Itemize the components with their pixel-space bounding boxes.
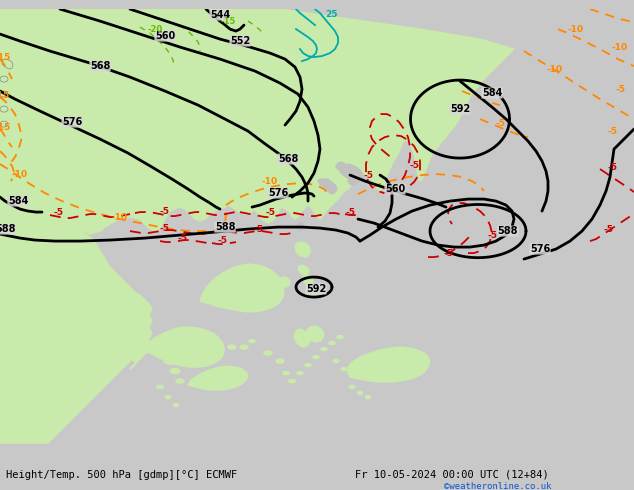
- Polygon shape: [302, 275, 313, 285]
- Ellipse shape: [333, 360, 339, 363]
- Text: ©weatheronline.co.uk: ©weatheronline.co.uk: [444, 482, 552, 490]
- Text: 25: 25: [326, 10, 339, 19]
- Text: -5: -5: [443, 248, 453, 258]
- Text: 552: 552: [230, 36, 250, 46]
- Ellipse shape: [321, 347, 327, 350]
- Ellipse shape: [358, 392, 363, 394]
- Polygon shape: [348, 347, 430, 382]
- Polygon shape: [294, 329, 310, 347]
- Polygon shape: [0, 9, 514, 239]
- Ellipse shape: [176, 379, 184, 383]
- Ellipse shape: [283, 371, 290, 374]
- Text: -5: -5: [160, 223, 170, 233]
- Text: -5: -5: [495, 119, 505, 127]
- Text: -5: -5: [217, 236, 227, 245]
- Text: 576: 576: [62, 117, 82, 127]
- Text: 544: 544: [210, 10, 230, 20]
- Bar: [0, 444, 634, 480]
- Text: -5: -5: [409, 161, 419, 170]
- Ellipse shape: [341, 368, 347, 370]
- Text: -5: -5: [160, 207, 170, 216]
- Ellipse shape: [329, 342, 335, 344]
- Text: -5: -5: [177, 234, 187, 243]
- Polygon shape: [318, 179, 337, 194]
- Polygon shape: [295, 242, 310, 257]
- Ellipse shape: [157, 386, 164, 389]
- Polygon shape: [276, 277, 290, 287]
- Text: 568: 568: [278, 154, 298, 164]
- Text: 568: 568: [90, 61, 110, 71]
- Ellipse shape: [337, 336, 343, 339]
- Ellipse shape: [164, 358, 176, 364]
- Polygon shape: [200, 264, 284, 312]
- Ellipse shape: [249, 340, 255, 343]
- Polygon shape: [307, 326, 324, 342]
- Text: -10: -10: [112, 213, 128, 221]
- Ellipse shape: [170, 368, 180, 373]
- Polygon shape: [188, 366, 248, 390]
- Polygon shape: [336, 162, 346, 170]
- Text: -5: -5: [607, 126, 617, 136]
- Ellipse shape: [165, 395, 171, 398]
- Text: 560: 560: [155, 31, 175, 41]
- Ellipse shape: [305, 364, 311, 367]
- Text: 560: 560: [385, 184, 405, 194]
- Ellipse shape: [174, 404, 179, 407]
- Text: -5: -5: [265, 208, 275, 217]
- Text: -15: -15: [0, 91, 10, 99]
- Text: -5: -5: [345, 208, 355, 217]
- Text: -10: -10: [568, 24, 584, 34]
- Text: 588: 588: [498, 226, 518, 236]
- Text: 584: 584: [8, 196, 28, 206]
- Text: -5: -5: [363, 171, 373, 179]
- Text: -5: -5: [488, 231, 498, 240]
- Text: 592: 592: [450, 104, 470, 114]
- Text: Height/Temp. 500 hPa [gdmp][°C] ECMWF: Height/Temp. 500 hPa [gdmp][°C] ECMWF: [6, 470, 238, 480]
- Text: -10: -10: [547, 65, 563, 74]
- Polygon shape: [296, 222, 304, 230]
- Text: -15: -15: [0, 122, 11, 132]
- Ellipse shape: [365, 395, 370, 398]
- Ellipse shape: [228, 345, 236, 349]
- Ellipse shape: [313, 356, 319, 359]
- Polygon shape: [306, 287, 317, 297]
- Text: -20: -20: [147, 24, 163, 34]
- Polygon shape: [0, 217, 140, 449]
- Text: -5: -5: [603, 224, 613, 234]
- Polygon shape: [105, 294, 152, 369]
- Text: 588: 588: [0, 224, 15, 234]
- Text: -10: -10: [262, 176, 278, 186]
- Text: -5: -5: [53, 208, 63, 217]
- Text: 584: 584: [482, 88, 502, 98]
- Ellipse shape: [240, 345, 248, 349]
- Polygon shape: [348, 177, 357, 185]
- Polygon shape: [298, 265, 309, 275]
- Text: -10: -10: [12, 170, 28, 178]
- Ellipse shape: [297, 371, 303, 374]
- Text: 588: 588: [215, 222, 235, 232]
- Text: -5: -5: [253, 224, 263, 234]
- Text: -15: -15: [220, 17, 236, 25]
- Text: 576: 576: [530, 244, 550, 254]
- Text: -15: -15: [0, 52, 11, 62]
- Ellipse shape: [288, 380, 295, 383]
- Ellipse shape: [264, 351, 272, 355]
- Polygon shape: [142, 327, 224, 367]
- Text: 576: 576: [268, 188, 288, 198]
- Text: -10: -10: [612, 43, 628, 51]
- Polygon shape: [340, 164, 363, 182]
- Text: 592: 592: [306, 284, 326, 294]
- Ellipse shape: [276, 359, 284, 363]
- Text: -5: -5: [615, 85, 625, 94]
- Ellipse shape: [349, 386, 355, 389]
- Text: Fr 10-05-2024 00:00 UTC (12+84): Fr 10-05-2024 00:00 UTC (12+84): [355, 470, 549, 480]
- Text: -5: -5: [607, 163, 617, 172]
